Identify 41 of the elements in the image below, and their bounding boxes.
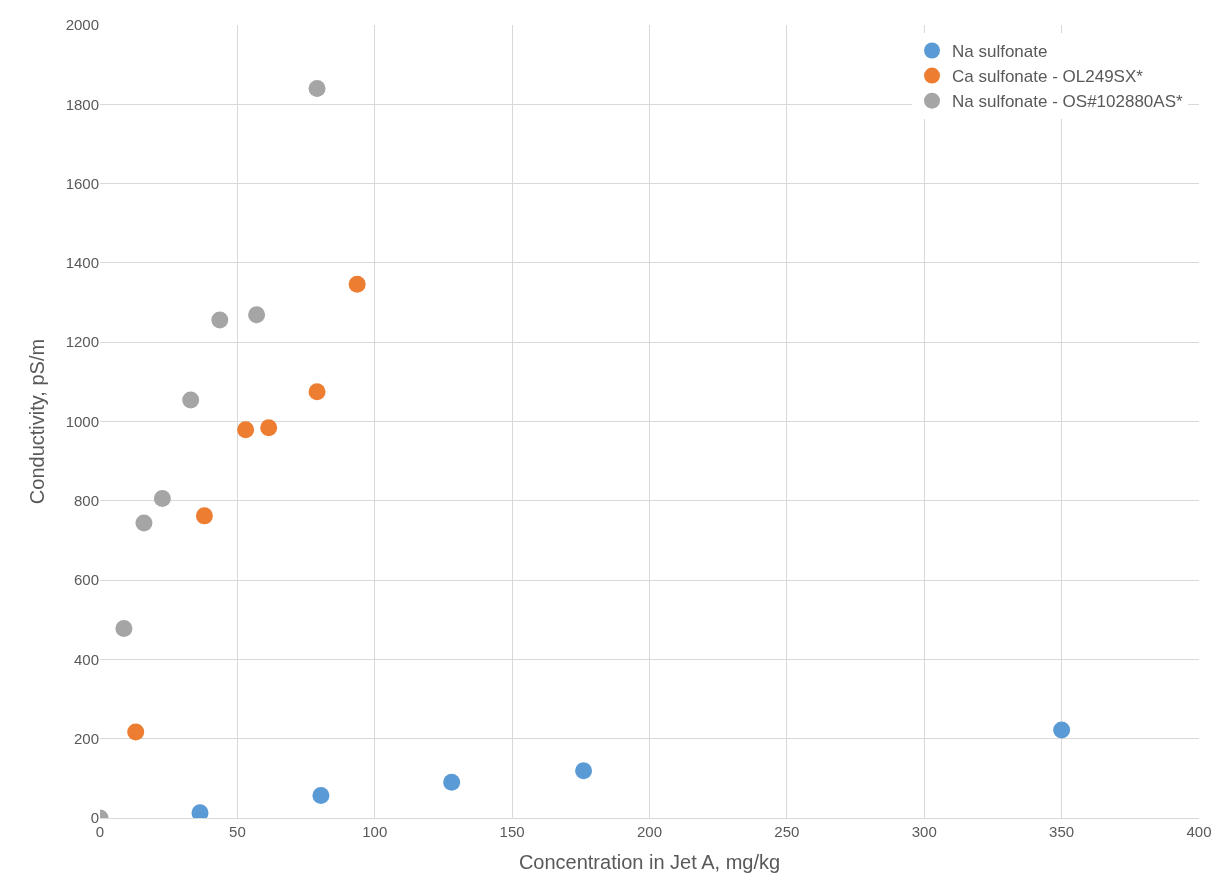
legend-label: Na sulfonate <box>952 42 1048 62</box>
y-tick-label: 2000 <box>65 16 99 34</box>
point <box>195 507 213 525</box>
legend-label: Na sulfonate - OS#102880AS* <box>952 92 1183 112</box>
point <box>260 419 278 437</box>
y-tick-label: 400 <box>73 650 99 668</box>
point <box>308 383 326 401</box>
point <box>312 786 330 804</box>
x-tick-label: 150 <box>499 823 525 840</box>
y-tick-label: 0 <box>90 809 99 827</box>
point <box>115 619 133 637</box>
x-tick-label: 350 <box>1049 823 1075 840</box>
y-tick-label: 800 <box>73 492 99 510</box>
point <box>1053 721 1071 739</box>
y-tick-label: 1400 <box>65 254 99 272</box>
y-tick-label: 1000 <box>65 412 99 430</box>
point <box>237 421 255 439</box>
point <box>135 514 153 532</box>
x-tick-label: 100 <box>362 823 388 840</box>
point <box>308 79 326 97</box>
x-tick-label: 200 <box>636 823 663 840</box>
point <box>348 275 366 293</box>
point <box>443 773 461 791</box>
y-tick-label: 1800 <box>65 95 99 113</box>
point <box>248 306 266 324</box>
y-tick-label: 200 <box>73 729 99 747</box>
x-axis-title: Concentration in Jet A, mg/kg <box>518 850 781 873</box>
point <box>153 489 171 507</box>
x-tick-label: 300 <box>911 823 937 840</box>
x-tick-label: 400 <box>1186 823 1212 840</box>
point <box>575 762 593 780</box>
point <box>182 391 200 409</box>
y-tick-label: 600 <box>73 571 99 589</box>
point <box>127 723 145 741</box>
legend-label: Ca sulfonate - OL249SX* <box>952 67 1144 87</box>
y-tick-label: 1200 <box>65 333 99 351</box>
x-tick-label: 50 <box>229 823 246 840</box>
x-tick-label: 250 <box>774 823 800 840</box>
y-axis-title: Conductivity, pS/m <box>26 338 49 505</box>
y-tick-label: 1600 <box>65 174 99 192</box>
point <box>211 311 229 329</box>
